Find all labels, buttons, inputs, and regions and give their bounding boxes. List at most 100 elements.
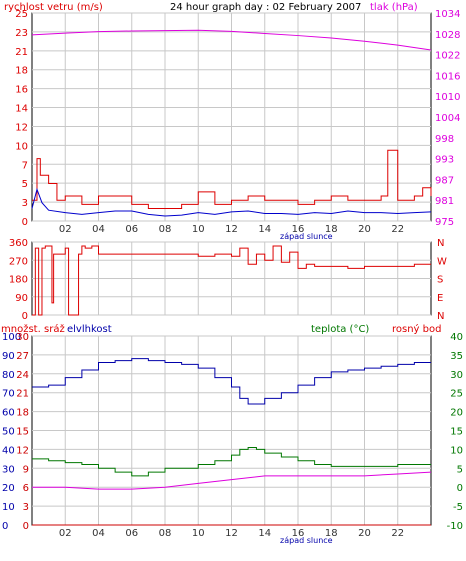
pressure-line <box>31 29 432 51</box>
humidity-line <box>32 358 431 405</box>
humidity-tick-label: 70 <box>2 389 15 400</box>
x-tick-label: 18 <box>325 528 338 539</box>
rain-tick-label: 18 <box>16 408 29 419</box>
temperature-tick-label: 5 <box>457 464 463 475</box>
wind-tick-label: 12 <box>15 122 28 133</box>
pressure-tick-label: 1028 <box>435 30 460 41</box>
rain-tick-label: 27 <box>16 351 29 362</box>
wind-tick-label: 7 <box>22 160 28 171</box>
compass-tick-label: S <box>437 275 443 286</box>
x-tick-label: 10 <box>192 528 205 539</box>
pressure-tick-label: 981 <box>435 196 454 207</box>
chart-marks: 2523211816141210753010341028102210161010… <box>2 9 463 545</box>
compass-tick-label: N <box>437 238 444 249</box>
x-tick-label: 08 <box>159 528 172 539</box>
x-tick-label: 16 <box>292 528 305 539</box>
temperature-tick-label: 10 <box>450 445 463 456</box>
x-tick-label: 06 <box>125 224 138 235</box>
humidity-tick-label: 90 <box>2 351 15 362</box>
humidity-tick-label: 60 <box>2 408 15 419</box>
wind-tick-label: 3 <box>22 198 28 209</box>
wind-tick-label: 21 <box>15 47 28 58</box>
compass-tick-label: E <box>437 293 443 304</box>
temperature-tick-label: 0 <box>457 483 463 494</box>
temperature-line <box>32 447 431 477</box>
humidity-tick-label: 30 <box>2 464 15 475</box>
humidity-tick-label: 10 <box>2 502 15 513</box>
pressure-axis-title: tlak (hPa) <box>370 2 418 13</box>
x-tick-label: 04 <box>92 528 105 539</box>
rain-tick-label: 0 <box>23 521 29 532</box>
temperature-tick-label: 35 <box>450 351 463 362</box>
pressure-tick-label: 1004 <box>435 113 460 124</box>
rain-axis-title: množst. <box>1 323 41 335</box>
humidity-axis-title: elvlhkost <box>67 324 112 335</box>
x-tick-label: 16 <box>292 224 305 235</box>
temperature-tick-label: 20 <box>450 408 463 419</box>
wind-average-line <box>31 187 432 217</box>
rain-tick-label: 15 <box>16 427 29 438</box>
x-tick-label: 22 <box>391 224 404 235</box>
temperature-tick-label: 15 <box>450 427 463 438</box>
pressure-tick-label: 987 <box>435 175 454 186</box>
x-tick-label: 18 <box>325 224 338 235</box>
rain-tick-label: 12 <box>16 445 29 456</box>
rain-tick-label: 24 <box>16 370 29 381</box>
rain-tick-label: 9 <box>23 464 29 475</box>
x-tick-label: 06 <box>125 528 138 539</box>
x-tick-label: 14 <box>258 528 271 539</box>
wind-tick-label: 5 <box>22 179 28 190</box>
humidity-tick-label: 80 <box>2 370 15 381</box>
temperature-axis-title: teplota (°C) <box>311 324 369 335</box>
compass-tick-label: W <box>437 256 447 267</box>
temperature-tick-label: 30 <box>450 370 463 381</box>
x-tick-label: 14 <box>258 224 271 235</box>
pressure-tick-label: 1010 <box>435 92 460 103</box>
direction-tick-label: 360 <box>9 238 28 249</box>
x-tick-label: 02 <box>59 528 72 539</box>
wind-speed-axis-title: rychlost vetru (m/s) <box>4 2 103 13</box>
x-tick-label: 12 <box>225 528 238 539</box>
humidity-tick-label: 40 <box>2 445 15 456</box>
humidity-tick-label: 100 <box>2 332 21 343</box>
direction-tick-label: 270 <box>9 256 28 267</box>
sunset-note: západ slunce <box>280 232 333 241</box>
wind-tick-label: 23 <box>15 28 28 39</box>
temperature-tick-label: 25 <box>450 389 463 400</box>
rain-tick-label: 21 <box>16 389 29 400</box>
humidity-tick-label: 20 <box>2 483 15 494</box>
wind-gust-line <box>32 149 432 210</box>
temperature-tick-label: -5 <box>453 502 463 513</box>
temperature-tick-label: 40 <box>450 332 463 343</box>
rain-axis-title-2: sráž <box>44 323 65 335</box>
sunset-note: západ slunce <box>280 536 333 545</box>
direction-tick-label: 0 <box>22 311 28 322</box>
pressure-tick-label: 993 <box>435 155 454 166</box>
wind-tick-label: 10 <box>15 141 28 152</box>
pressure-tick-label: 1016 <box>435 71 460 82</box>
temperature-tick-label: -10 <box>447 521 463 532</box>
x-tick-label: 10 <box>192 224 205 235</box>
compass-tick-label: N <box>437 311 444 322</box>
direction-tick-label: 90 <box>15 293 28 304</box>
x-tick-label: 22 <box>391 528 404 539</box>
page-title: 24 hour graph day : 02 February 2007 <box>170 2 361 13</box>
x-tick-label: 20 <box>358 224 371 235</box>
rain-tick-label: 6 <box>23 483 29 494</box>
pressure-tick-label: 1022 <box>435 51 460 62</box>
wind-tick-label: 16 <box>15 85 28 96</box>
direction-tick-label: 180 <box>9 275 28 286</box>
pressure-tick-label: 1034 <box>435 9 460 20</box>
wind-tick-label: 25 <box>15 9 28 20</box>
x-tick-label: 20 <box>358 528 371 539</box>
pressure-tick-label: 998 <box>435 134 454 145</box>
x-tick-label: 08 <box>159 224 172 235</box>
wind-tick-label: 14 <box>15 104 28 115</box>
humidity-tick-label: 50 <box>2 427 15 438</box>
x-tick-label: 02 <box>59 224 72 235</box>
pressure-tick-label: 975 <box>435 217 454 228</box>
x-tick-label: 04 <box>92 224 105 235</box>
rain-tick-label: 30 <box>16 332 29 343</box>
